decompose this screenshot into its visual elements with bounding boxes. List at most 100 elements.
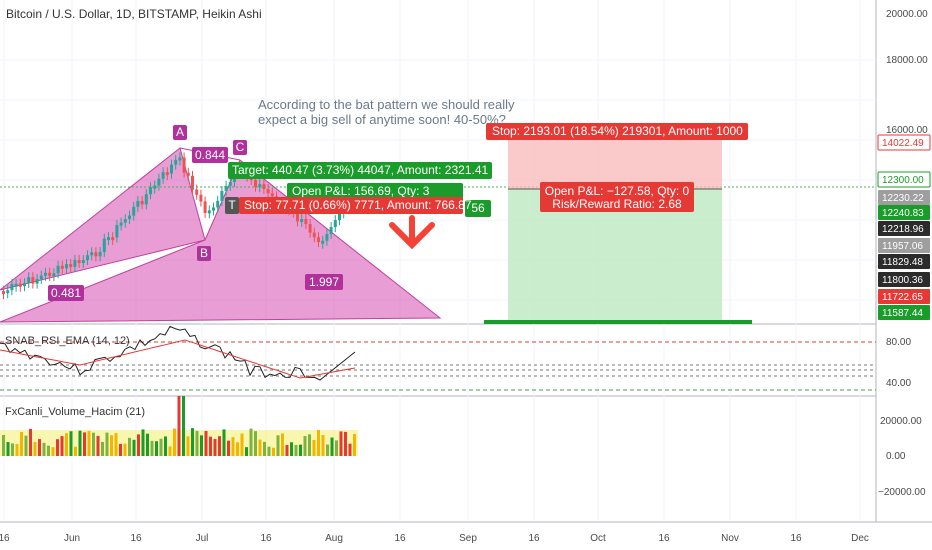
volume-bar-36 <box>164 436 167 456</box>
short-risk-reward: Risk/Reward Ratio: 2.68 <box>552 197 682 211</box>
time-axis[interactable]: 16 Jun 16 Jul 16 Aug 16 Sep 16 Oct 16 Nov 16 Dec <box>0 533 869 544</box>
volume-bar-66 <box>299 444 302 456</box>
volume-bar-77 <box>348 443 352 456</box>
short-risk-zone <box>508 139 722 189</box>
volume-bar-6 <box>29 428 32 456</box>
candle-5 <box>23 283 26 287</box>
volume-tick-neg20000: −20000.00 <box>878 487 926 498</box>
rsi-axis: 80.00 40.00 <box>886 337 911 389</box>
rsi-tick-40: 40.00 <box>886 378 911 389</box>
candle-35 <box>149 187 152 195</box>
price-tick-16000: 16000.00 <box>886 125 928 136</box>
ratio-0481: 0.481 <box>51 286 81 300</box>
candle-52 <box>220 190 224 201</box>
volume-bar-12 <box>56 439 59 456</box>
volume-bar-40 <box>182 396 185 456</box>
time-tick-9: Oct <box>590 533 606 544</box>
volume-bar-15 <box>69 431 73 456</box>
volume-bar-76 <box>344 431 347 456</box>
volume-bar-57 <box>258 439 262 456</box>
time-tick-4: 16 <box>260 533 272 544</box>
volume-bar-50 <box>227 440 230 456</box>
price-tag-bg-5 <box>878 238 930 253</box>
candle-8 <box>35 279 39 284</box>
volume-bar-63 <box>285 445 289 456</box>
volume-axis: 20000.00 0.00 −20000.00 <box>878 416 926 498</box>
candle-28 <box>119 222 123 226</box>
price-tick-18000: 18000.00 <box>886 55 928 66</box>
time-tick-5: Aug <box>325 533 343 544</box>
volume-bar-33 <box>150 440 154 456</box>
candle-41 <box>174 159 178 165</box>
candle-79 <box>333 220 337 228</box>
volume-bar-43 <box>195 430 199 456</box>
volume-bar-74 <box>335 440 338 456</box>
candle-29 <box>123 219 127 223</box>
price-tag-2: 12230.22 <box>882 193 924 204</box>
price-tag-bg-6 <box>878 254 930 269</box>
candle-70 <box>296 212 299 222</box>
volume-bar-7 <box>33 442 37 456</box>
price-tick-20000: 20000.00 <box>886 9 928 20</box>
price-tag-9: 11587.44 <box>882 308 923 319</box>
volume-bar-70 <box>317 430 320 456</box>
volume-bar-54 <box>245 447 248 456</box>
candle-11 <box>48 272 52 277</box>
volume-bar-56 <box>254 431 257 456</box>
long-position[interactable]: Target: 440.47 (3.73%) 44047, Amount: 23… <box>225 162 492 217</box>
candle-18 <box>77 260 81 264</box>
volume-bars <box>2 396 356 456</box>
volume-bar-49 <box>222 429 226 456</box>
candle-71 <box>300 218 304 222</box>
rsi-tick-80: 80.00 <box>886 337 911 348</box>
pattern-labels: A B C 0.844 0.481 1.997 <box>48 125 343 301</box>
volume-bar-22 <box>101 441 104 456</box>
pattern-point-a: A <box>176 125 184 139</box>
candle-3 <box>14 283 18 287</box>
candle-74 <box>312 232 316 238</box>
candle-64 <box>270 193 274 197</box>
long-side-tag: 56 <box>471 201 485 215</box>
chart-title: Bitcoin / U.S. Dollar, 1D, BITSTAMP, Hei… <box>6 7 262 21</box>
candle-80 <box>338 213 341 221</box>
candle-14 <box>60 265 64 269</box>
volume-bar-60 <box>272 447 275 456</box>
price-tag-4: 12218.96 <box>882 224 924 235</box>
candle-2 <box>10 284 14 291</box>
price-tag-bg-2 <box>878 190 930 205</box>
short-pl-label-bg <box>540 182 694 212</box>
candle-32 <box>136 200 140 207</box>
volume-bar-38 <box>173 428 176 456</box>
volume-bar-8 <box>38 439 41 456</box>
long-stop-bg <box>239 197 463 214</box>
candle-4 <box>18 283 22 287</box>
long-open-pl-bg <box>287 183 463 200</box>
candle-51 <box>216 200 220 208</box>
volume-bar-78 <box>353 434 356 456</box>
time-tick-11: Nov <box>721 533 739 544</box>
candle-73 <box>308 224 312 233</box>
candle-48 <box>203 201 207 213</box>
volume-bar-42 <box>191 428 194 456</box>
time-tick-0: 16 <box>0 533 10 544</box>
volume-bar-30 <box>137 434 140 456</box>
candle-1 <box>6 290 10 294</box>
long-side-tag-bg <box>465 200 491 217</box>
time-tick-3: Jul <box>196 533 209 544</box>
volume-bar-28 <box>128 437 131 456</box>
volume-bar-2 <box>11 443 14 456</box>
candle-26 <box>111 237 115 241</box>
candle-6 <box>27 277 31 284</box>
short-position[interactable]: Stop: 2193.01 (18.54%) 219301, Amount: 1… <box>484 123 752 324</box>
volume-bar-16 <box>74 446 77 456</box>
price-axis[interactable]: 20000.00 18000.00 16000.00 14022.49 12300… <box>877 9 931 320</box>
price-tag-1: 12300.00 <box>882 175 924 186</box>
candle-72 <box>304 218 308 225</box>
volume-panel: FxCanli_Volume_Hacim (21) <box>0 396 358 456</box>
candle-78 <box>329 227 333 235</box>
candle-75 <box>317 237 320 243</box>
volume-bar-10 <box>47 445 50 456</box>
long-stop-prefix-bg <box>225 197 239 214</box>
candle-60 <box>254 180 257 187</box>
